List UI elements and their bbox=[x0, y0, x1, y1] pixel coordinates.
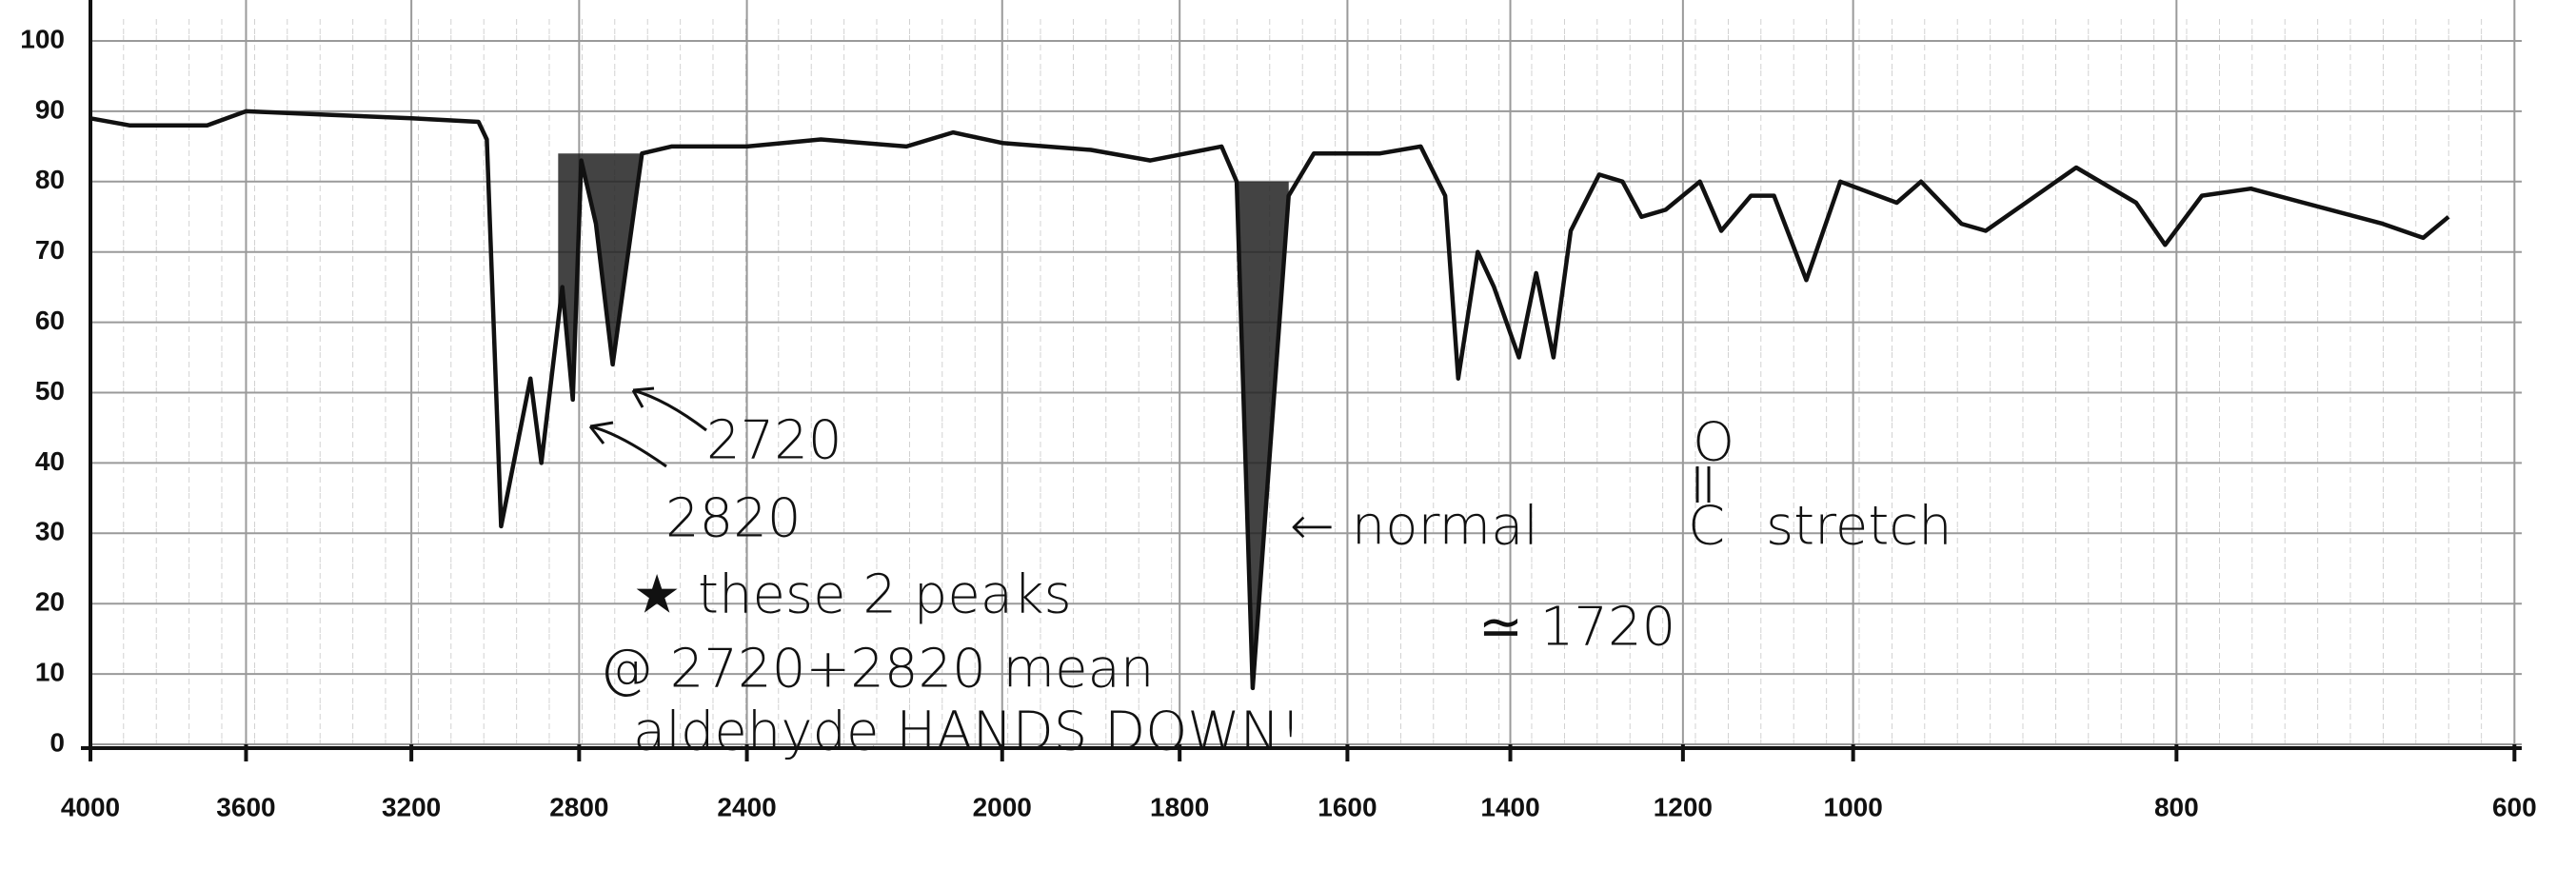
x-tick-label: 2400 bbox=[717, 792, 776, 821]
minor-grid bbox=[90, 19, 2522, 744]
spectrum-line bbox=[89, 109, 2450, 691]
y-tick-label: 40 bbox=[35, 446, 65, 476]
y-tick-label: 30 bbox=[35, 517, 65, 546]
x-tick-label: 1600 bbox=[1318, 792, 1377, 821]
x-tick-label: 1200 bbox=[1654, 792, 1713, 821]
y-tick-label: 50 bbox=[35, 376, 65, 405]
annotation: aldehyde HANDS DOWN! bbox=[633, 701, 1301, 762]
x-tick-label: 1800 bbox=[1150, 792, 1209, 821]
x-tick-label: 3200 bbox=[382, 792, 441, 821]
annotation: 2720 bbox=[706, 409, 842, 471]
annotation: ← normal bbox=[1290, 495, 1538, 557]
annotation: 2820 bbox=[665, 487, 802, 549]
annotation: ≃ 1720 bbox=[1478, 596, 1675, 658]
x-tick-label: 2800 bbox=[549, 792, 608, 821]
annotation: O bbox=[1693, 411, 1734, 473]
y-tick-label: 10 bbox=[35, 657, 65, 686]
x-tick-label: 600 bbox=[2492, 792, 2537, 821]
annotation: C bbox=[1688, 495, 1725, 557]
y-tick-label: 0 bbox=[50, 727, 65, 757]
y-tick-label: 60 bbox=[35, 306, 65, 335]
y-tick-label: 90 bbox=[35, 94, 65, 124]
x-tick-label: 3600 bbox=[216, 792, 275, 821]
arrow bbox=[632, 388, 707, 432]
annotation: ★ these 2 peaks bbox=[633, 563, 1072, 625]
annotation: stretch bbox=[1766, 495, 1952, 557]
y-tick-label: 100 bbox=[20, 24, 65, 53]
y-tick-label: 80 bbox=[35, 165, 65, 194]
arrow-head bbox=[588, 421, 614, 444]
annotation: @ 2720+2820 mean bbox=[600, 638, 1154, 700]
arrow-head bbox=[631, 386, 655, 408]
y-tick-label: 70 bbox=[35, 235, 65, 265]
arrow bbox=[589, 425, 667, 468]
x-tick-label: 1000 bbox=[1824, 792, 1883, 821]
x-tick-label: 800 bbox=[2154, 792, 2199, 821]
y-tick-label: 20 bbox=[35, 587, 65, 617]
x-tick-label: 2000 bbox=[973, 792, 1032, 821]
x-tick-label: 1400 bbox=[1480, 792, 1539, 821]
x-tick-label: 4000 bbox=[61, 792, 120, 821]
